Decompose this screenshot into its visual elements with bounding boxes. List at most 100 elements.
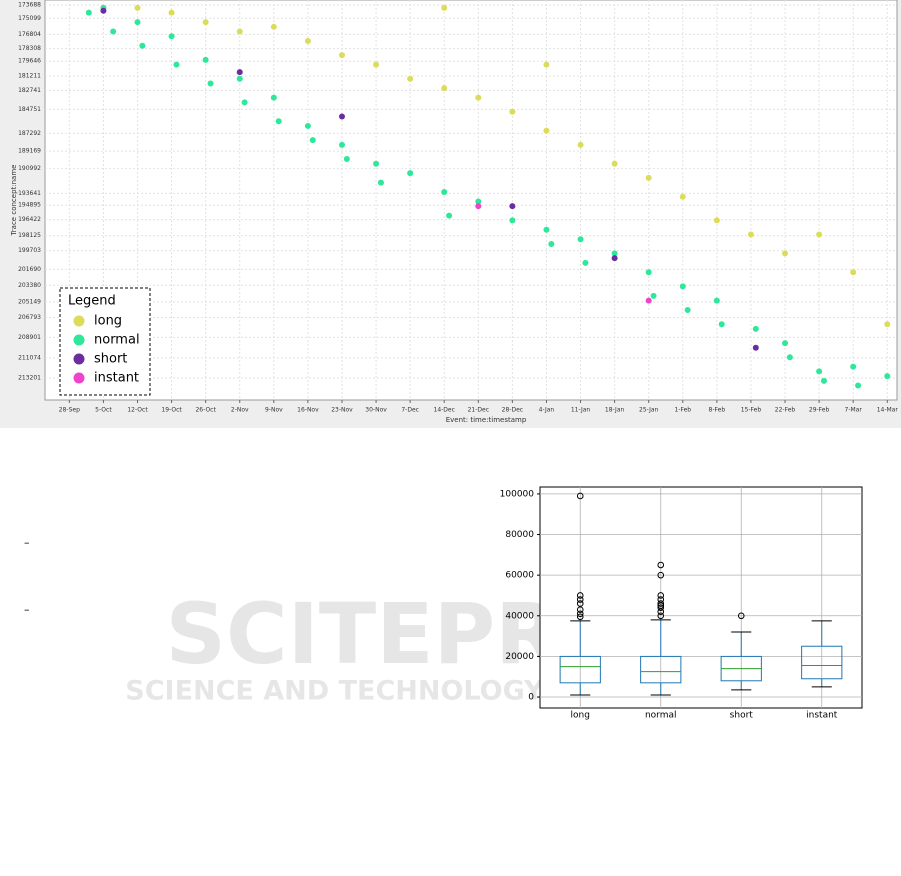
data-point [202, 56, 209, 63]
data-point [850, 363, 857, 370]
x-tick-label: 21-Dec [468, 407, 489, 414]
data-point [782, 340, 789, 347]
data-point [241, 99, 248, 106]
x-tick-label: 22-Feb [775, 407, 796, 414]
y-tick-label: 80000 [505, 530, 534, 540]
data-point [134, 19, 141, 26]
y-axis-label: Trace concept:name [10, 165, 18, 237]
data-point [407, 75, 414, 82]
data-point [611, 255, 618, 262]
y-tick-label: 60000 [505, 571, 534, 581]
outlier [657, 592, 665, 599]
data-point [645, 269, 652, 276]
x-tick-label: long [571, 711, 590, 721]
y-tick-label: 176804 [18, 31, 41, 38]
data-point [718, 321, 725, 328]
y-tick-label: 181211 [18, 73, 41, 80]
data-point [202, 19, 209, 26]
data-point [786, 354, 793, 361]
data-point [236, 28, 243, 35]
data-point [679, 283, 686, 290]
y-tick-label: 205149 [18, 298, 41, 305]
data-point [611, 160, 618, 167]
data-point [134, 4, 141, 11]
y-tick-label: 0 [528, 693, 534, 703]
y-tick-label: 206793 [18, 314, 41, 321]
y-tick-label: 100000 [500, 489, 535, 499]
data-point [338, 141, 345, 148]
x-tick-label: 11-Jan [571, 407, 591, 414]
box [801, 645, 843, 680]
outlier [576, 606, 584, 613]
data-point [509, 203, 516, 210]
data-point [752, 344, 759, 351]
y-tick-label: 189169 [18, 148, 41, 155]
outlier [576, 596, 584, 603]
data-point [377, 179, 384, 186]
data-point [100, 7, 107, 14]
y-tick-label: 213201 [18, 375, 41, 382]
data-point [373, 160, 380, 167]
y-tick-label: 190992 [18, 165, 41, 172]
x-tick-label: normal [645, 711, 677, 721]
x-tick-label: 15-Feb [741, 407, 762, 414]
x-tick-label: 26-Oct [195, 407, 216, 414]
outlier [657, 604, 665, 611]
x-tick-label: 9-Nov [265, 407, 283, 414]
data-point [338, 52, 345, 59]
data-point [650, 292, 657, 299]
data-point [747, 231, 754, 238]
y-tick-label: 179646 [18, 58, 41, 65]
x-tick-label: 14-Dec [434, 407, 455, 414]
y-tick-label: 173688 [18, 1, 41, 8]
data-point [543, 226, 550, 233]
data-point [543, 61, 550, 68]
plot-area [539, 486, 863, 709]
y-tick-label: 178308 [18, 45, 41, 52]
legend-swatch [73, 372, 85, 384]
data-point [441, 85, 448, 92]
data-point [816, 368, 823, 375]
side-mark: – [24, 536, 30, 549]
outlier [657, 612, 665, 620]
data-point [173, 61, 180, 68]
data-point [645, 297, 652, 304]
legend-swatch [73, 334, 85, 346]
outlier [576, 613, 584, 621]
x-tick-label: 7-Mar [845, 407, 863, 414]
y-tick-label: 194895 [18, 202, 41, 209]
y-tick-label: 208901 [18, 334, 41, 341]
data-point [509, 217, 516, 224]
data-point [110, 28, 117, 35]
legend-swatch [73, 353, 85, 365]
data-point [855, 382, 862, 389]
side-mark: – [24, 603, 30, 616]
data-point [407, 170, 414, 177]
legend-label: normal [94, 333, 140, 348]
x-tick-label: instant [806, 711, 838, 721]
data-point [338, 113, 345, 120]
x-tick-label: 7-Dec [401, 407, 419, 414]
y-tick-label: 201690 [18, 266, 41, 273]
legend-label: short [94, 352, 127, 367]
y-tick-label: 187292 [18, 130, 41, 137]
data-point [343, 155, 350, 162]
outlier [576, 592, 584, 599]
data-point [304, 37, 311, 44]
data-point [884, 321, 891, 328]
x-tick-label: 18-Jan [605, 407, 625, 414]
box [559, 655, 601, 684]
data-point [820, 377, 827, 384]
x-tick-label: 1-Feb [674, 407, 691, 414]
x-tick-label: 2-Nov [231, 407, 249, 414]
data-point [270, 23, 277, 30]
data-point [679, 193, 686, 200]
legend-label: long [94, 314, 122, 329]
data-point [577, 141, 584, 148]
data-point [645, 174, 652, 181]
data-point [582, 259, 589, 266]
data-point [543, 127, 550, 134]
legend-label: instant [94, 371, 139, 386]
outlier [737, 612, 745, 620]
